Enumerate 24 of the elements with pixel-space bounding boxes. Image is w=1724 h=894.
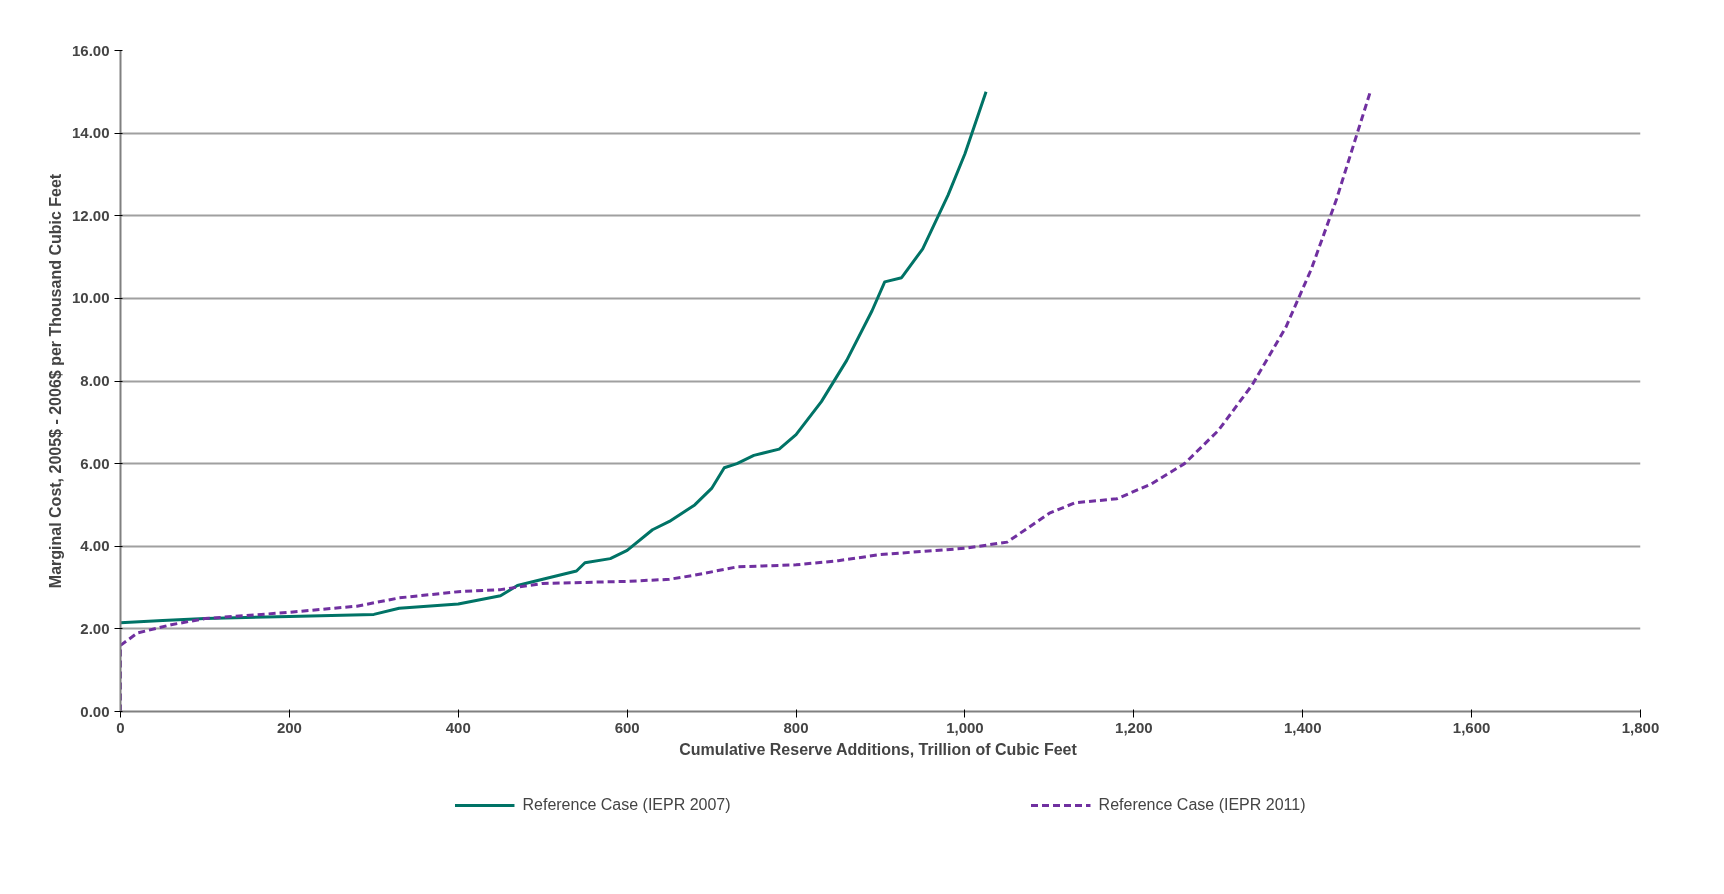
line-series (120, 90, 988, 625)
x-tick-label: 400 (445, 718, 471, 736)
legend-label: Reference Case (IEPR 2007) (522, 795, 731, 815)
y-tick-label: 6.00 (80, 454, 110, 472)
y-tick-label: 2.00 (80, 619, 110, 637)
x-tick-label: 800 (783, 718, 809, 736)
y-axis-title: Marginal Cost, 2005$ - 2006$ per Thousand Cubic Feet (46, 173, 64, 589)
y-tick-label: 12.00 (71, 206, 110, 224)
x-tick-label: 1,000 (946, 718, 984, 736)
y-tick-label: 0.00 (80, 702, 110, 720)
y-tick-label: 10.00 (71, 289, 110, 307)
x-tick-label: 1,600 (1452, 718, 1491, 736)
x-tick-label: 0 (116, 718, 125, 736)
y-tick-label: 8.00 (80, 372, 110, 389)
y-tick-label: 16.00 (71, 41, 110, 59)
x-axis-title: Cumulative Reserve Additions, Trillion of Cubic Feet (679, 740, 1078, 758)
y-tick-label: 14.00 (71, 124, 110, 142)
x-tick-label: 1,400 (1283, 718, 1322, 736)
legend-label: Reference Case (IEPR 2011) (1098, 795, 1306, 815)
x-tick-label: 600 (614, 718, 640, 736)
x-tick-label: 1,200 (1115, 718, 1153, 736)
x-tick-label: 200 (276, 718, 302, 736)
x-tick-label: 1,800 (1621, 718, 1660, 736)
y-tick-label: 4.00 (80, 537, 110, 555)
